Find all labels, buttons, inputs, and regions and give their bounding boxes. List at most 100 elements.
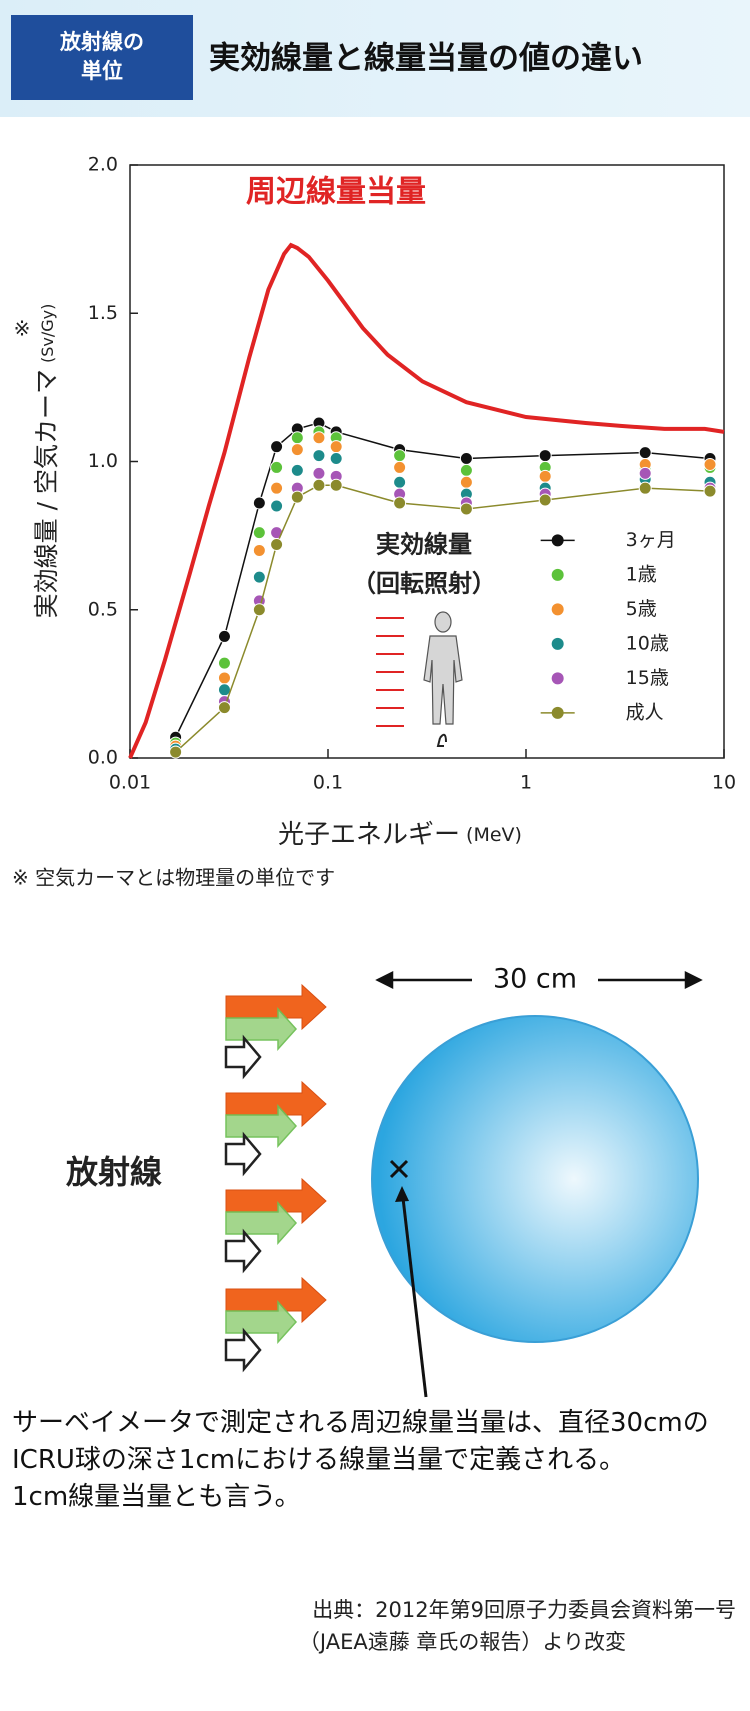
- y-unit: (Sv/Gy): [38, 304, 57, 363]
- data-point: [290, 490, 304, 504]
- irradiation-icon: [376, 611, 463, 747]
- data-point: [393, 460, 407, 474]
- y-axis-label: 実効線量 / 空気カーマ (Sv/Gy): [32, 304, 61, 619]
- data-point: [638, 446, 652, 460]
- data-point: [252, 603, 266, 617]
- data-point: [538, 493, 552, 507]
- depth-marker: [389, 1159, 428, 1398]
- data-point: [329, 440, 343, 454]
- data-point: [459, 502, 473, 516]
- icru-sphere: [371, 1015, 699, 1343]
- data-point: [312, 449, 326, 463]
- data-point: [252, 543, 266, 557]
- radiation-arrows: [224, 1276, 328, 1371]
- data-point: [290, 443, 304, 457]
- legend-marker: [551, 672, 564, 685]
- y-tick-label: 2.0: [88, 154, 118, 176]
- data-point: [290, 463, 304, 477]
- description-line: 1cm線量当量とも言う。: [12, 1482, 301, 1512]
- legend-label: 5歳: [626, 598, 657, 620]
- x-label-text: 光子エネルギー: [278, 820, 460, 850]
- data-point: [329, 452, 343, 466]
- description: サーベイメータで測定される周辺線量当量は、直径30cmのICRU球の深さ1cmに…: [12, 1405, 742, 1516]
- data-point: [459, 463, 473, 477]
- legend-marker: [551, 603, 564, 616]
- legend-title: （回転照射）: [352, 569, 496, 597]
- data-point: [703, 457, 717, 471]
- data-point: [638, 466, 652, 480]
- legend-marker: [551, 637, 564, 650]
- data-point: [393, 449, 407, 463]
- legend-marker: [551, 706, 564, 719]
- diameter-label: 30 cm: [493, 964, 577, 995]
- badge-text: 放射線の: [59, 30, 144, 54]
- legend-label: 3ヶ月: [626, 529, 676, 551]
- radiation-arrows: [224, 1177, 328, 1272]
- data-point: [169, 745, 183, 759]
- header-badge: [11, 15, 193, 100]
- data-point: [217, 701, 231, 715]
- badge-text: 単位: [81, 59, 123, 83]
- data-point: [459, 452, 473, 466]
- data-point: [270, 526, 284, 540]
- data-point: [217, 671, 231, 685]
- data-point: [329, 478, 343, 492]
- data-point: [252, 570, 266, 584]
- series-line: [175, 484, 711, 753]
- series-annotation: 周辺線量当量: [246, 175, 426, 210]
- data-point: [393, 475, 407, 489]
- data-point: [290, 431, 304, 445]
- data-point: [312, 431, 326, 445]
- legend-label: 1歳: [626, 563, 657, 585]
- data-point: [703, 484, 717, 498]
- legend-marker: [551, 534, 564, 547]
- x-tick-label: 0.1: [313, 772, 343, 794]
- y-label-mark: ※: [14, 317, 31, 341]
- y-label-text: 実効線量 / 空気カーマ: [32, 369, 61, 618]
- data-point: [312, 466, 326, 480]
- data-point: [252, 526, 266, 540]
- y-tick-label: 1.0: [88, 450, 118, 472]
- data-point: [270, 499, 284, 513]
- x-tick-label: 1: [520, 772, 532, 794]
- legend-label: 成人: [626, 701, 664, 723]
- series-line: [174, 422, 711, 738]
- note: ※ 空気カーマとは物理量の単位です: [12, 866, 335, 890]
- data-point: [252, 496, 266, 510]
- radiation-label: 放射線: [66, 1153, 162, 1191]
- data-point: [538, 449, 552, 463]
- data-point: [459, 475, 473, 489]
- page-title: 実効線量と線量当量の値の違い: [209, 41, 643, 77]
- data-point: [638, 481, 652, 495]
- y-tick-label: 1.5: [88, 302, 118, 324]
- data-point: [312, 478, 326, 492]
- legend-marker: [551, 568, 564, 581]
- series-line: [128, 242, 725, 759]
- legend-title: 実効線量: [376, 530, 472, 558]
- source-text: （JAEA遠藤 章氏の報告）より改変: [299, 1630, 626, 1654]
- pointer-head: [395, 1186, 409, 1202]
- data-point: [270, 538, 284, 552]
- data-point: [217, 656, 231, 670]
- y-tick-label: 0.0: [88, 747, 118, 769]
- x-tick-label: 10: [712, 772, 736, 794]
- x-unit: (MeV): [466, 824, 522, 846]
- diameter-arrow: [375, 970, 703, 990]
- data-point: [217, 629, 231, 643]
- data-point: [270, 481, 284, 495]
- x-axis-label: 光子エネルギー (MeV): [278, 820, 522, 850]
- data-point: [270, 460, 284, 474]
- radiation-arrows: [224, 983, 328, 1078]
- description-line: サーベイメータで測定される周辺線量当量は、直径30cmのICRU球の深さ1cmに…: [12, 1408, 709, 1475]
- data-point: [393, 496, 407, 510]
- legend-label: 15歳: [626, 667, 669, 689]
- source-text: 出典：2012年第9回原子力委員会資料第一号: [312, 1598, 736, 1622]
- data-point: [270, 440, 284, 454]
- radiation-arrows: [224, 1080, 328, 1175]
- y-tick-label: 0.5: [88, 598, 118, 620]
- x-tick-label: 0.01: [109, 772, 151, 794]
- data-point: [538, 469, 552, 483]
- legend-label: 10歳: [626, 632, 669, 654]
